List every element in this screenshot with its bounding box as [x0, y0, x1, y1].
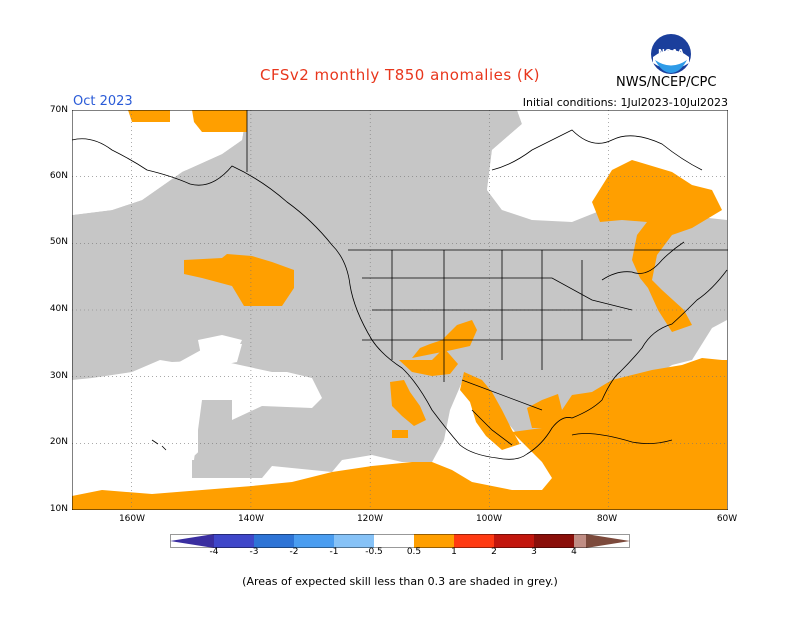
- colorbar-label-neg1: -1: [329, 547, 339, 557]
- lon-label-160w: 160W: [118, 514, 146, 524]
- anomaly-map: [72, 110, 728, 510]
- colorbar-label-4: 4: [571, 547, 577, 557]
- lat-label-70n: 70N: [49, 105, 68, 115]
- colorbar-label-neg05: -0.5: [365, 547, 383, 557]
- lat-label-30n: 30N: [49, 371, 68, 381]
- lat-label-10n: 10N: [49, 504, 68, 514]
- colorbar-label-neg3: -3: [249, 547, 259, 557]
- lon-label-120w: 120W: [356, 514, 384, 524]
- lon-label-60w: 60W: [716, 514, 738, 524]
- colorbar-label-neg4: -4: [209, 547, 219, 557]
- colorbar-label-1: 1: [451, 547, 457, 557]
- colorbar-label-05: 0.5: [406, 547, 422, 557]
- skill-footnote: (Areas of expected skill less than 0.3 a…: [242, 575, 558, 588]
- agency-label: NWS/NCEP/CPC: [616, 75, 717, 90]
- initial-conditions: Initial conditions: 1Jul2023-10Jul2023: [522, 96, 728, 109]
- colorbar-label-3: 3: [531, 547, 537, 557]
- forecast-month: Oct 2023: [73, 94, 133, 109]
- lat-label-20n: 20N: [49, 437, 68, 447]
- lon-label-140w: 140W: [237, 514, 265, 524]
- color-scale-bar: [170, 534, 630, 548]
- noaa-logo-icon: NOAA: [651, 34, 691, 74]
- lat-label-60n: 60N: [49, 171, 68, 181]
- lon-label-80w: 80W: [596, 514, 618, 524]
- colorbar-label-neg2: -2: [289, 547, 299, 557]
- map-title: CFSv2 monthly T850 anomalies (K): [260, 66, 540, 84]
- colorbar-label-2: 2: [491, 547, 497, 557]
- warm-anomaly-regions: [72, 110, 727, 510]
- lon-label-100w: 100W: [475, 514, 503, 524]
- lat-label-40n: 40N: [49, 304, 68, 314]
- svg-text:NOAA: NOAA: [658, 48, 684, 57]
- coastlines: [72, 110, 728, 460]
- lat-label-50n: 50N: [49, 237, 68, 247]
